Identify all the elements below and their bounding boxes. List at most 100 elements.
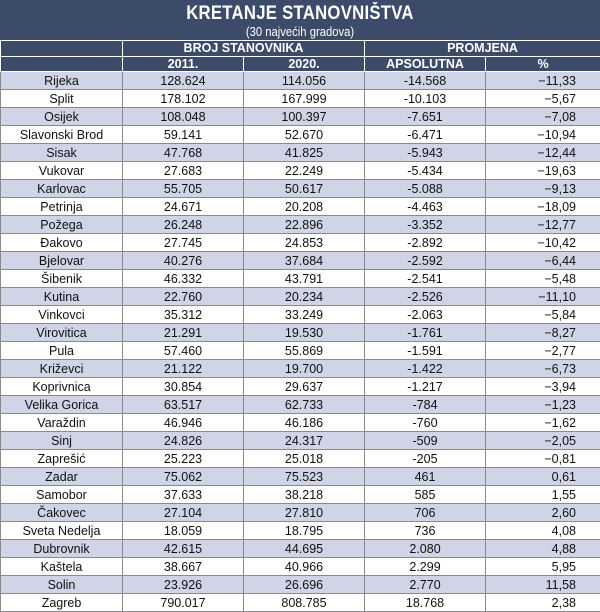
header-blank	[1, 41, 123, 57]
percent-change-cell: −10,42	[486, 234, 600, 252]
percent-change-cell: −7,08	[486, 108, 600, 126]
population-2020-cell: 20.234	[244, 288, 365, 306]
population-2020-cell: 55.869	[244, 342, 365, 360]
population-2011-cell: 40.276	[123, 252, 244, 270]
city-cell: Sveta Nedelja	[1, 522, 123, 540]
population-2011-cell: 790.017	[123, 594, 244, 612]
percent-change-cell: −11,10	[486, 288, 600, 306]
population-2011-cell: 63.517	[123, 396, 244, 414]
absolute-change-cell: -784	[365, 396, 486, 414]
population-2011-cell: 21.122	[123, 360, 244, 378]
population-2020-cell: 38.218	[244, 486, 365, 504]
header-2011: 2011.	[123, 57, 244, 72]
header-group-change: PROMJENA	[365, 41, 600, 57]
percent-change-cell: −9,13	[486, 180, 600, 198]
header-percent: %	[486, 57, 600, 72]
percent-change-cell: −5,48	[486, 270, 600, 288]
city-cell: Varaždin	[1, 414, 123, 432]
absolute-change-cell: 2.770	[365, 576, 486, 594]
percent-change-cell: −6,44	[486, 252, 600, 270]
population-2011-cell: 24.826	[123, 432, 244, 450]
absolute-change-cell: -6.471	[365, 126, 486, 144]
percent-change-cell: −19,63	[486, 162, 600, 180]
absolute-change-cell: -509	[365, 432, 486, 450]
absolute-change-cell: -1.591	[365, 342, 486, 360]
population-2020-cell: 41.825	[244, 144, 365, 162]
population-2020-cell: 808.785	[244, 594, 365, 612]
population-2011-cell: 35.312	[123, 306, 244, 324]
population-2020-cell: 37.684	[244, 252, 365, 270]
population-2011-cell: 27.745	[123, 234, 244, 252]
absolute-change-cell: -2.592	[365, 252, 486, 270]
city-cell: Osijek	[1, 108, 123, 126]
population-2020-cell: 26.696	[244, 576, 365, 594]
absolute-change-cell: -205	[365, 450, 486, 468]
city-cell: Đakovo	[1, 234, 123, 252]
population-2011-cell: 46.946	[123, 414, 244, 432]
population-2011-cell: 57.460	[123, 342, 244, 360]
population-2020-cell: 27.810	[244, 504, 365, 522]
population-2020-cell: 50.617	[244, 180, 365, 198]
city-cell: Bjelovar	[1, 252, 123, 270]
percent-change-cell: 4,88	[486, 540, 600, 558]
percent-change-cell: −2,77	[486, 342, 600, 360]
percent-change-cell: −0,81	[486, 450, 600, 468]
city-cell: Dubrovnik	[1, 540, 123, 558]
absolute-change-cell: -5.088	[365, 180, 486, 198]
absolute-change-cell: -1.761	[365, 324, 486, 342]
population-2020-cell: 18.795	[244, 522, 365, 540]
city-cell: Zagreb	[1, 594, 123, 612]
population-2020-cell: 24.853	[244, 234, 365, 252]
absolute-change-cell: -2.892	[365, 234, 486, 252]
header-absolute: APSOLUTNA	[365, 57, 486, 72]
absolute-change-cell: -10.103	[365, 90, 486, 108]
population-2020-cell: 40.966	[244, 558, 365, 576]
percent-change-cell: −3,94	[486, 378, 600, 396]
population-2011-cell: 178.102	[123, 90, 244, 108]
absolute-change-cell: 585	[365, 486, 486, 504]
population-2020-cell: 22.249	[244, 162, 365, 180]
population-2011-cell: 37.633	[123, 486, 244, 504]
population-2011-cell: 75.062	[123, 468, 244, 486]
population-2011-cell: 38.667	[123, 558, 244, 576]
percent-change-cell: −18,09	[486, 198, 600, 216]
population-2020-cell: 19.530	[244, 324, 365, 342]
absolute-change-cell: -5.943	[365, 144, 486, 162]
city-cell: Križevci	[1, 360, 123, 378]
population-table: BROJ STANOVNIKA PROMJENA 2011. 2020. APS…	[0, 40, 600, 612]
city-cell: Virovitica	[1, 324, 123, 342]
population-2020-cell: 19.700	[244, 360, 365, 378]
absolute-change-cell: -1.422	[365, 360, 486, 378]
population-2020-cell: 167.999	[244, 90, 365, 108]
absolute-change-cell: 18.768	[365, 594, 486, 612]
percent-change-cell: −8,27	[486, 324, 600, 342]
city-cell: Vinkovci	[1, 306, 123, 324]
absolute-change-cell: -4.463	[365, 198, 486, 216]
percent-change-cell: −5,67	[486, 90, 600, 108]
absolute-change-cell: -2.526	[365, 288, 486, 306]
population-2011-cell: 23.926	[123, 576, 244, 594]
population-2011-cell: 30.854	[123, 378, 244, 396]
population-2011-cell: 26.248	[123, 216, 244, 234]
absolute-change-cell: -1.217	[365, 378, 486, 396]
city-cell: Čakovec	[1, 504, 123, 522]
percent-change-cell: 5,95	[486, 558, 600, 576]
population-2020-cell: 24.317	[244, 432, 365, 450]
population-2011-cell: 47.768	[123, 144, 244, 162]
population-2020-cell: 62.733	[244, 396, 365, 414]
table-subtitle: (30 najvećih gradova)	[30, 25, 570, 39]
